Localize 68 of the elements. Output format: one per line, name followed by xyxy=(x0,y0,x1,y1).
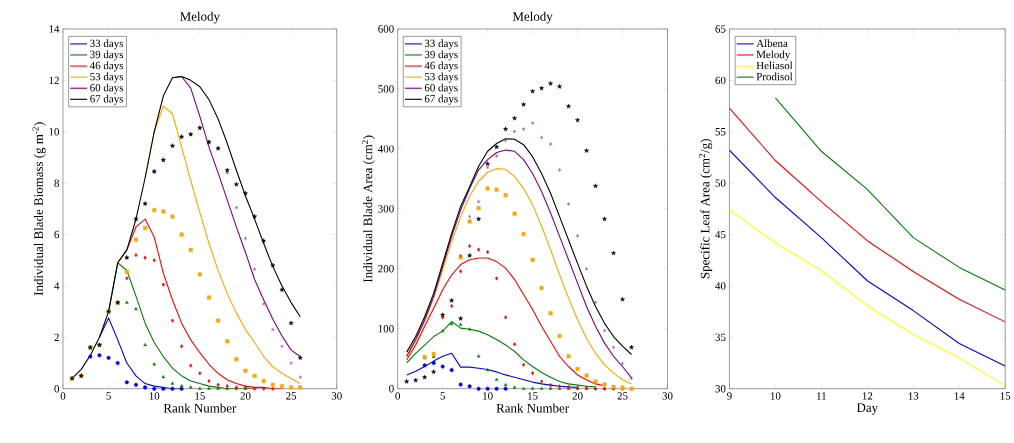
legend-label: 53 days xyxy=(425,72,458,83)
x-tick-label: 25 xyxy=(286,392,297,400)
legend-label: 67 days xyxy=(424,94,458,105)
x-tick-label: 30 xyxy=(662,392,673,400)
y-tick-label: 400 xyxy=(377,145,394,153)
chart-title: Melody xyxy=(180,11,220,24)
y-tick-label: 50 xyxy=(715,179,726,187)
x-tick-label: 30 xyxy=(331,392,342,400)
y-tick-label: 0 xyxy=(389,385,394,393)
x-tick-label: 9 xyxy=(727,392,732,400)
y-tick-label: 8 xyxy=(54,179,60,187)
legend-label: 53 days xyxy=(90,72,124,83)
y-tick-label: 500 xyxy=(378,85,394,93)
legend-label: 39 days xyxy=(424,50,458,61)
y-tick-label: 65 xyxy=(715,25,726,33)
x-tick-label: 14 xyxy=(954,392,965,400)
x-tick-label: 10 xyxy=(149,392,160,400)
y-tick-label: 40 xyxy=(715,282,726,290)
y-tick-label: 300 xyxy=(378,205,394,213)
x-tick-label: 13 xyxy=(908,392,919,400)
legend-label: 39 days xyxy=(90,50,124,61)
x-tick-label: 5 xyxy=(106,392,111,400)
legend-label: 67 days xyxy=(90,94,124,105)
legend-label: 46 days xyxy=(89,61,124,72)
x-tick-label: 0 xyxy=(395,392,401,400)
legend-label: 60 days xyxy=(424,83,458,94)
y-tick-label: 35 xyxy=(715,333,726,342)
x-axis-title: Rank Number xyxy=(163,403,237,413)
legend-label: Heliasol xyxy=(756,61,793,70)
y-tick-label: 30 xyxy=(715,385,726,393)
x-tick-label: 10 xyxy=(770,392,781,400)
x-tick-label: 5 xyxy=(440,392,445,400)
y-tick-label: 2 xyxy=(54,333,59,342)
y-tick-label: 45 xyxy=(715,231,726,239)
y-tick-label: 4 xyxy=(54,282,60,290)
x-tick-label: 10 xyxy=(483,392,493,400)
x-tick-label: 15 xyxy=(195,392,205,400)
y-tick-label: 10 xyxy=(49,128,60,136)
legend-label: Prodisol xyxy=(756,72,793,81)
y-tick-label: 6 xyxy=(54,231,60,239)
legend-label: 46 days xyxy=(424,61,458,72)
legend-label: Albena xyxy=(756,39,788,48)
x-tick-label: 25 xyxy=(617,392,628,400)
y-axis-title: Individual Blade Area (cm$^{2}$) xyxy=(361,135,375,283)
x-tick-label: 12 xyxy=(862,392,873,400)
x-tick-label: 20 xyxy=(572,392,583,400)
y-tick-label: 55 xyxy=(715,128,726,136)
y-tick-label: 12 xyxy=(49,76,59,85)
x-tick-label: 11 xyxy=(817,392,826,400)
chart-title: Melody xyxy=(512,11,553,24)
x-axis-title: Day xyxy=(856,403,879,415)
y-tick-label: 14 xyxy=(49,25,60,33)
y-tick-label: 200 xyxy=(378,265,394,273)
y-axis-title: Specific Leaf Area (cm$^{2}$/g) xyxy=(699,139,713,279)
x-axis-title: Rank Number xyxy=(496,403,569,413)
legend-label: 33 days xyxy=(424,39,458,50)
x-tick-label: 20 xyxy=(240,392,251,400)
y-tick-label: 0 xyxy=(54,385,60,393)
legend-label: 33 days xyxy=(90,39,124,50)
legend-label: Melody xyxy=(756,50,791,61)
y-tick-label: 600 xyxy=(378,25,394,33)
x-tick-label: 15 xyxy=(1000,392,1011,400)
x-tick-label: 15 xyxy=(528,392,538,400)
y-tick-label: 100 xyxy=(378,325,394,333)
legend-label: 60 days xyxy=(90,83,124,94)
x-tick-label: 0 xyxy=(60,392,66,400)
y-tick-label: 60 xyxy=(715,76,726,85)
y-axis-title: Individual Blade Biomass (g m$^{-2}$) xyxy=(32,122,46,296)
